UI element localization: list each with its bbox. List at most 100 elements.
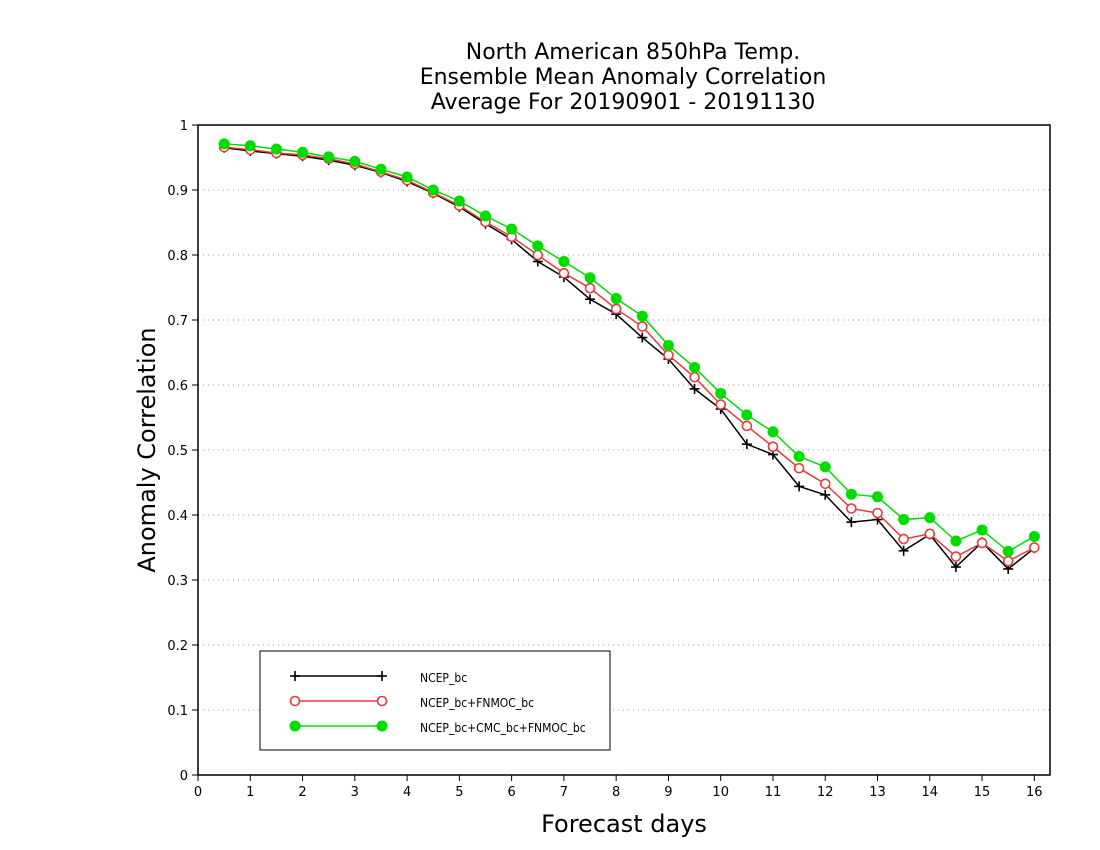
data-point	[636, 321, 648, 332]
data-point	[820, 489, 831, 500]
data-point	[218, 138, 230, 150]
legend-label-2: NCEP_bc+FNMOC_bc	[420, 696, 534, 710]
y-tick-label: 0.1	[167, 704, 188, 719]
x-tick-label: 15	[974, 785, 991, 800]
x-tick-label: 14	[922, 785, 939, 800]
data-point	[637, 332, 648, 343]
data-point	[532, 249, 544, 261]
x-tick-label: 12	[817, 785, 834, 800]
data-point	[950, 535, 962, 547]
data-point	[741, 439, 752, 450]
data-point	[663, 349, 674, 361]
data-point	[715, 387, 727, 399]
y-tick-label: 0.7	[167, 314, 188, 329]
data-point	[846, 503, 857, 514]
data-point	[819, 461, 831, 473]
x-tick-label: 13	[869, 785, 886, 800]
series-line	[224, 146, 1035, 563]
data-point	[976, 537, 988, 549]
x-tick-label: 5	[455, 785, 463, 800]
data-point	[532, 240, 544, 252]
series-line	[224, 143, 1035, 553]
data-point	[558, 256, 570, 267]
y-tick-label: 0.5	[167, 444, 188, 459]
y-tick-label: 0.9	[167, 184, 188, 199]
x-tick-label: 1	[246, 785, 254, 800]
y-tick-label: 0.2	[167, 639, 188, 654]
data-point	[506, 223, 518, 235]
x-tick-label: 0	[194, 785, 202, 800]
data-point	[585, 294, 596, 305]
data-point	[898, 533, 909, 545]
data-point	[898, 514, 910, 526]
data-point	[767, 441, 779, 453]
legend-label-1: NCEP_bc	[420, 671, 467, 685]
data-point	[950, 562, 961, 572]
x-axis-label: Forecast days	[541, 810, 707, 838]
data-point	[453, 195, 465, 207]
x-tick-label: 2	[298, 785, 306, 800]
data-point	[793, 451, 805, 462]
data-point	[846, 517, 857, 528]
series-1	[219, 142, 1040, 574]
axis-ticks: 00.10.20.30.40.50.60.70.80.910 1 2 3 4 5 6 7 8 9 1…	[167, 119, 1042, 800]
data-point	[349, 155, 361, 167]
data-point	[636, 310, 648, 322]
data-point	[427, 184, 439, 196]
x-tick-label: 7	[560, 785, 568, 800]
data-point	[845, 488, 857, 500]
y-tick-label: 0.4	[167, 509, 188, 524]
y-tick-label: 1	[180, 119, 188, 134]
y-tick-label: 0.3	[167, 574, 188, 589]
x-tick-label: 4	[403, 785, 411, 800]
data-point	[270, 143, 282, 155]
data-point	[689, 371, 700, 383]
data-point	[872, 491, 884, 503]
series-line	[224, 147, 1035, 570]
legend: NCEP_bc NCEP_bc+FNMOC_bc NCEP_bc+CMC_bc+…	[259, 650, 611, 751]
data-point	[715, 399, 726, 410]
series-2	[218, 141, 1040, 567]
x-tick-label: 16	[1026, 785, 1043, 800]
data-point	[794, 481, 805, 492]
legend-label-3: NCEP_bc+CMC_bc+FNMOC_bc	[420, 721, 586, 735]
data-point	[976, 524, 988, 536]
data-point	[924, 528, 936, 540]
data-point	[819, 478, 831, 490]
y-axis-label: Anomaly Correlation	[133, 327, 161, 572]
x-tick-label: 11	[765, 785, 782, 800]
data-point	[950, 551, 962, 562]
x-tick-label: 10	[712, 785, 729, 800]
data-point	[741, 420, 753, 432]
y-tick-label: 0.6	[167, 379, 188, 394]
y-tick-label: 0.8	[167, 249, 188, 264]
data-point	[297, 146, 309, 158]
data-point	[767, 426, 779, 438]
x-tick-label: 3	[351, 785, 359, 800]
data-point	[924, 512, 936, 524]
data-point	[1002, 545, 1014, 557]
data-point	[662, 339, 674, 351]
data-point	[793, 462, 805, 474]
data-point	[375, 163, 387, 175]
x-tick-label: 8	[612, 785, 620, 800]
chart-title-line-2: Ensemble Mean Anomaly Correlation	[420, 65, 827, 90]
y-gridlines	[198, 189, 1050, 711]
data-point	[689, 383, 700, 394]
data-point	[584, 282, 596, 294]
data-point	[898, 545, 909, 556]
x-tick-label: 9	[664, 785, 672, 800]
data-point	[1002, 555, 1014, 567]
data-point	[244, 140, 256, 152]
chart-title-line-1: North American 850hPa Temp.	[466, 40, 801, 65]
data-point	[558, 267, 570, 279]
data-point	[1028, 530, 1040, 542]
legend-samples	[289, 671, 388, 732]
x-tick-label: 6	[507, 785, 515, 800]
data-point	[479, 210, 491, 222]
data-point	[289, 720, 301, 732]
data-point	[584, 272, 596, 284]
data-point	[872, 507, 883, 519]
data-point	[376, 695, 388, 707]
